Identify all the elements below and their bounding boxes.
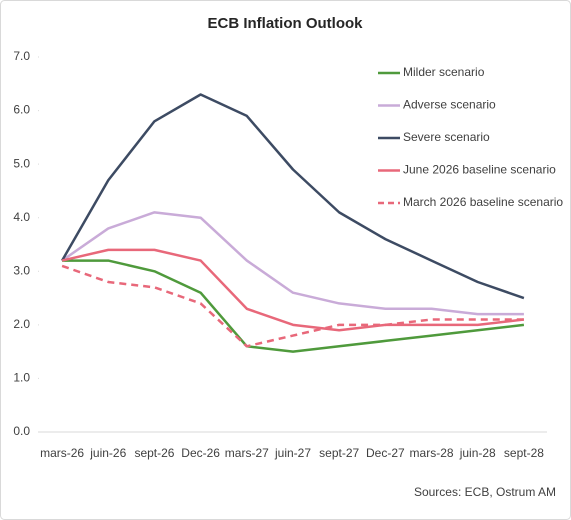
x-tick-label: mars-27 — [225, 446, 269, 460]
line-series — [61, 211, 524, 316]
x-tick-label: Dec-27 — [366, 446, 405, 460]
x-tick-label: mars-26 — [40, 446, 84, 460]
x-tick-label: sept-28 — [504, 446, 544, 460]
legend-label: Milder scenario — [403, 65, 485, 79]
line-series — [61, 264, 524, 348]
source-note: Sources: ECB, Ostrum AM — [414, 485, 556, 499]
x-tick-label: juin-28 — [459, 446, 496, 460]
legend-label: Severe scenario — [403, 130, 490, 144]
y-tick-label: 0.0 — [13, 424, 30, 438]
x-tick-label: mars-28 — [410, 446, 454, 460]
y-tick-label: 2.0 — [13, 317, 30, 331]
line-series — [62, 259, 525, 353]
y-tick-label: 5.0 — [13, 156, 30, 170]
line-series — [61, 93, 525, 300]
x-tick-label: juin-27 — [274, 446, 311, 460]
legend-label: June 2026 baseline scenario — [403, 163, 556, 177]
line-series — [61, 248, 525, 332]
y-tick-label: 4.0 — [13, 210, 30, 224]
legend-label: Adverse scenario — [403, 98, 496, 112]
y-tick-label: 6.0 — [13, 103, 30, 117]
x-tick-label: juin-26 — [89, 446, 126, 460]
x-tick-label: sept-26 — [134, 446, 174, 460]
y-tick-label: 3.0 — [13, 263, 30, 277]
chart-title: ECB Inflation Outlook — [208, 15, 364, 32]
x-tick-label: Dec-26 — [181, 446, 220, 460]
x-tick-label: sept-27 — [319, 446, 359, 460]
y-tick-label: 1.0 — [13, 371, 30, 385]
legend-label: March 2026 baseline scenario — [403, 195, 563, 209]
y-tick-label: 7.0 — [13, 49, 30, 63]
